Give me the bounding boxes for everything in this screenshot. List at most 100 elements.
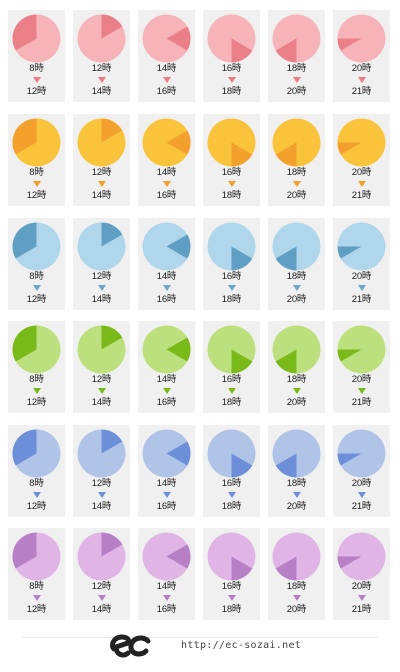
clock-pie-icon — [77, 118, 126, 167]
start-time-label: 16時 — [221, 167, 242, 178]
clock-pie-icon — [142, 222, 191, 271]
end-time-label: 12時 — [26, 294, 47, 305]
time-range-slice — [231, 38, 253, 63]
down-arrow-icon — [98, 388, 106, 394]
end-time-label: 16時 — [156, 397, 177, 408]
end-time-label: 20時 — [286, 501, 307, 512]
end-time-label: 20時 — [286, 294, 307, 305]
start-time-label: 8時 — [29, 581, 44, 592]
end-time-label: 16時 — [156, 86, 177, 97]
time-range-slice — [101, 325, 123, 350]
end-time-label: 16時 — [156, 190, 177, 201]
time-range-slice — [166, 441, 191, 466]
clock-tile: 20時 21時 — [333, 114, 390, 206]
start-time-label: 18時 — [286, 167, 307, 178]
start-time-label: 8時 — [29, 63, 44, 74]
clock-pie-icon — [12, 118, 61, 167]
clock-tile: 8時 12時 — [8, 10, 65, 102]
clock-pie-icon — [337, 325, 386, 374]
time-range-slice — [166, 337, 191, 362]
clock-tile: 18時 20時 — [268, 218, 325, 310]
down-arrow-icon — [163, 388, 171, 394]
down-arrow-icon — [228, 388, 236, 394]
clock-tile: 8時 12時 — [8, 425, 65, 517]
clock-pie-icon — [207, 222, 256, 271]
end-time-label: 20時 — [286, 190, 307, 201]
start-time-label: 12時 — [91, 63, 112, 74]
clock-tile: 14時 16時 — [138, 425, 195, 517]
end-time-label: 18時 — [221, 294, 242, 305]
time-range-slice — [12, 429, 37, 466]
end-time-label: 18時 — [221, 604, 242, 615]
footer-divider — [22, 637, 378, 638]
down-arrow-icon — [228, 595, 236, 601]
time-range-slice — [231, 349, 253, 374]
down-arrow-icon — [358, 595, 366, 601]
clock-pie-icon — [12, 325, 61, 374]
end-time-label: 12時 — [26, 86, 47, 97]
clock-tile: 14時 16時 — [138, 528, 195, 620]
clock-pie-icon — [77, 532, 126, 581]
clock-tile: 20時 21時 — [333, 425, 390, 517]
down-arrow-icon — [358, 77, 366, 83]
end-time-label: 18時 — [221, 397, 242, 408]
clock-pie-icon — [77, 429, 126, 478]
time-range-slice — [275, 142, 297, 167]
time-range-slice — [231, 246, 253, 271]
time-range-slice — [275, 453, 297, 478]
start-time-label: 20時 — [351, 581, 372, 592]
end-time-label: 16時 — [156, 604, 177, 615]
clock-tile: 8時 12時 — [8, 114, 65, 206]
clock-tile: 20時 21時 — [333, 321, 390, 413]
time-range-slice — [275, 349, 297, 374]
start-time-label: 12時 — [91, 167, 112, 178]
time-range-slice — [12, 14, 37, 51]
time-range-slice — [101, 429, 123, 454]
clock-tile: 16時 18時 — [203, 218, 260, 310]
clock-tile: 14時 16時 — [138, 10, 195, 102]
down-arrow-icon — [163, 181, 171, 187]
time-range-slice — [101, 222, 123, 247]
start-time-label: 8時 — [29, 374, 44, 385]
start-time-label: 20時 — [351, 271, 372, 282]
time-range-slice — [275, 246, 297, 271]
clock-tile: 20時 21時 — [333, 10, 390, 102]
down-arrow-icon — [33, 492, 41, 498]
clock-pie-icon — [142, 325, 191, 374]
clock-pie-icon — [12, 14, 61, 63]
clock-tile: 18時 20時 — [268, 321, 325, 413]
down-arrow-icon — [98, 492, 106, 498]
site-url[interactable]: http://ec-sozai.net — [181, 640, 302, 651]
clock-pie-icon — [12, 222, 61, 271]
end-time-label: 20時 — [286, 604, 307, 615]
start-time-label: 20時 — [351, 478, 372, 489]
end-time-label: 21時 — [351, 86, 372, 97]
clock-pie-icon — [337, 222, 386, 271]
down-arrow-icon — [33, 388, 41, 394]
clock-pie-icon — [207, 532, 256, 581]
end-time-label: 12時 — [26, 190, 47, 201]
clock-pie-icon — [337, 118, 386, 167]
clock-tile: 12時 14時 — [73, 321, 130, 413]
clock-tile: 16時 18時 — [203, 528, 260, 620]
clock-pie-icon — [272, 532, 321, 581]
clock-pie-icon — [77, 14, 126, 63]
clock-pie-icon — [142, 14, 191, 63]
down-arrow-icon — [293, 492, 301, 498]
end-time-label: 21時 — [351, 397, 372, 408]
down-arrow-icon — [228, 181, 236, 187]
start-time-label: 20時 — [351, 167, 372, 178]
clock-pie-icon — [12, 429, 61, 478]
start-time-label: 14時 — [156, 478, 177, 489]
time-range-slice — [101, 532, 123, 557]
start-time-label: 12時 — [91, 581, 112, 592]
clock-tile: 20時 21時 — [333, 218, 390, 310]
down-arrow-icon — [163, 285, 171, 291]
time-range-slice — [337, 453, 362, 466]
clock-tile: 18時 20時 — [268, 528, 325, 620]
end-time-label: 14時 — [91, 604, 112, 615]
clock-pie-icon — [142, 118, 191, 167]
start-time-label: 14時 — [156, 63, 177, 74]
clock-pie-icon — [142, 429, 191, 478]
clock-pie-icon — [207, 429, 256, 478]
